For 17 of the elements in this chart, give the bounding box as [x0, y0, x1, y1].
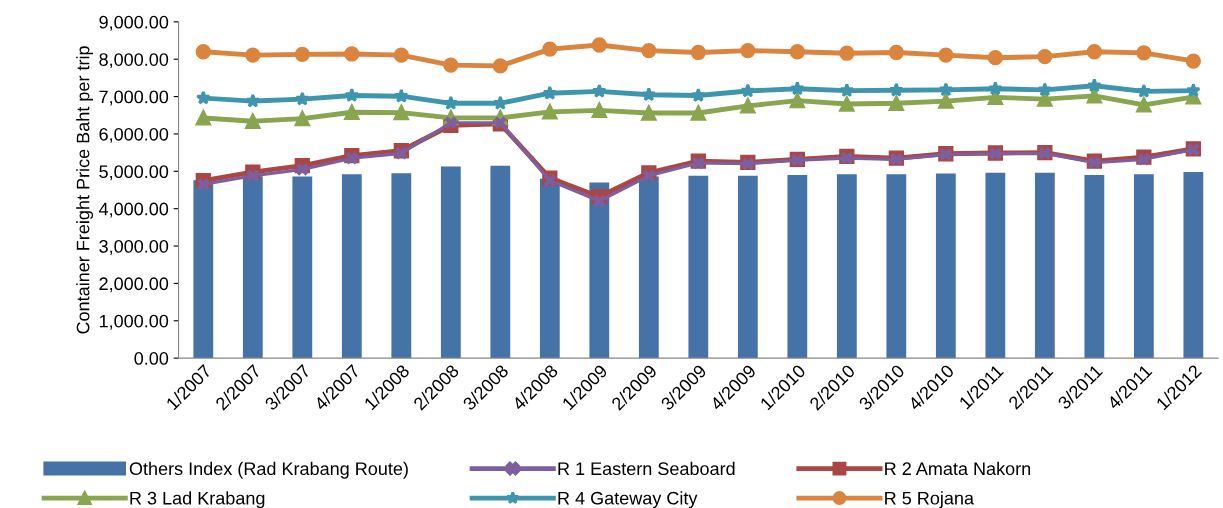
legend-label: R 4 Gateway City: [558, 491, 698, 508]
legend-label: R 2 Amata Nakorn: [885, 461, 1031, 476]
legend-label: R 3 Lad Krabang: [130, 491, 265, 508]
y-tick-label: 9,000.00: [99, 15, 169, 31]
y-tick-label: 7,000.00: [99, 90, 169, 106]
legend-label: R 1 Eastern Seaboard: [558, 461, 735, 476]
y-tick-label: 1,000.00: [99, 314, 169, 330]
y-tick-label: 4,000.00: [98, 202, 169, 218]
legend-label: R 5 Rojana: [885, 491, 975, 508]
y-tick-label: 6,000.00: [99, 127, 169, 143]
y-tick-label: 8,000.00: [99, 53, 169, 69]
y-tick-label: 3,000.00: [99, 239, 169, 255]
y-tick-label: 0.00: [134, 352, 169, 365]
y-axis-title: Container Freight Price Baht per trip: [76, 46, 93, 334]
y-tick-label: 5,000.00: [99, 165, 169, 181]
y-tick-label: 2,000.00: [99, 277, 169, 293]
legend-label: Others Index (Rad Krabang Route): [129, 461, 408, 479]
